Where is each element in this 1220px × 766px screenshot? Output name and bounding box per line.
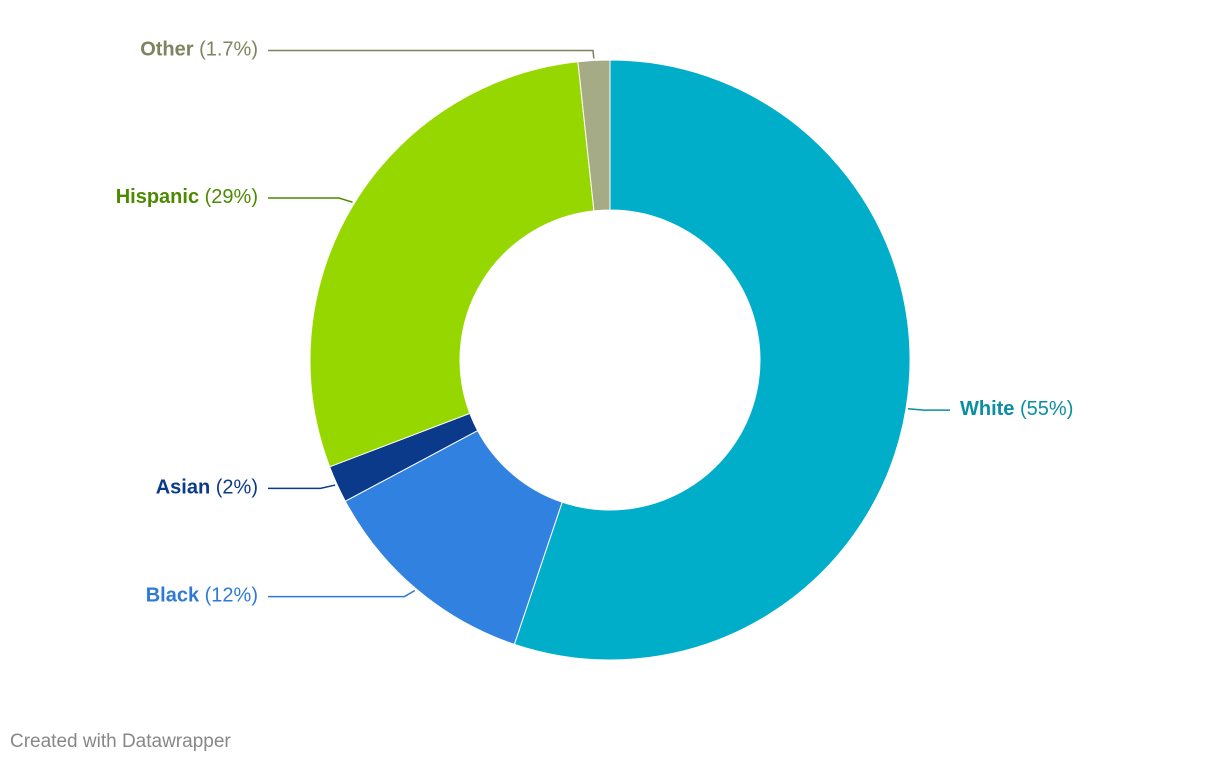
donut-slice: [513, 59, 911, 661]
label-value: (2%): [216, 477, 258, 499]
credit: Created with Datawrapper: [10, 731, 231, 752]
slice-label: White (55%): [960, 398, 1073, 420]
slice-label: Black (12%): [146, 585, 258, 607]
label-value: (29%): [205, 186, 258, 208]
label-name: Other: [140, 39, 194, 61]
slice-label: Other (1.7%): [140, 39, 258, 61]
leader-line: [268, 589, 416, 598]
label-name: White: [960, 398, 1014, 420]
slice-label: Asian (2%): [156, 477, 258, 499]
label-name: Asian: [156, 477, 210, 499]
label-name: Black: [146, 585, 200, 607]
donut-slice: [577, 59, 611, 212]
label-name: Hispanic: [116, 186, 199, 208]
label-value: (55%): [1020, 398, 1073, 420]
leader-line: [907, 408, 950, 411]
slice-label: Hispanic (29%): [116, 186, 258, 208]
donut-slice: [309, 61, 595, 468]
label-value: (12%): [205, 585, 258, 607]
leader-line: [268, 484, 336, 490]
leader-line: [268, 49, 595, 59]
label-value: (1.7%): [199, 39, 258, 61]
leader-line: [268, 197, 353, 203]
